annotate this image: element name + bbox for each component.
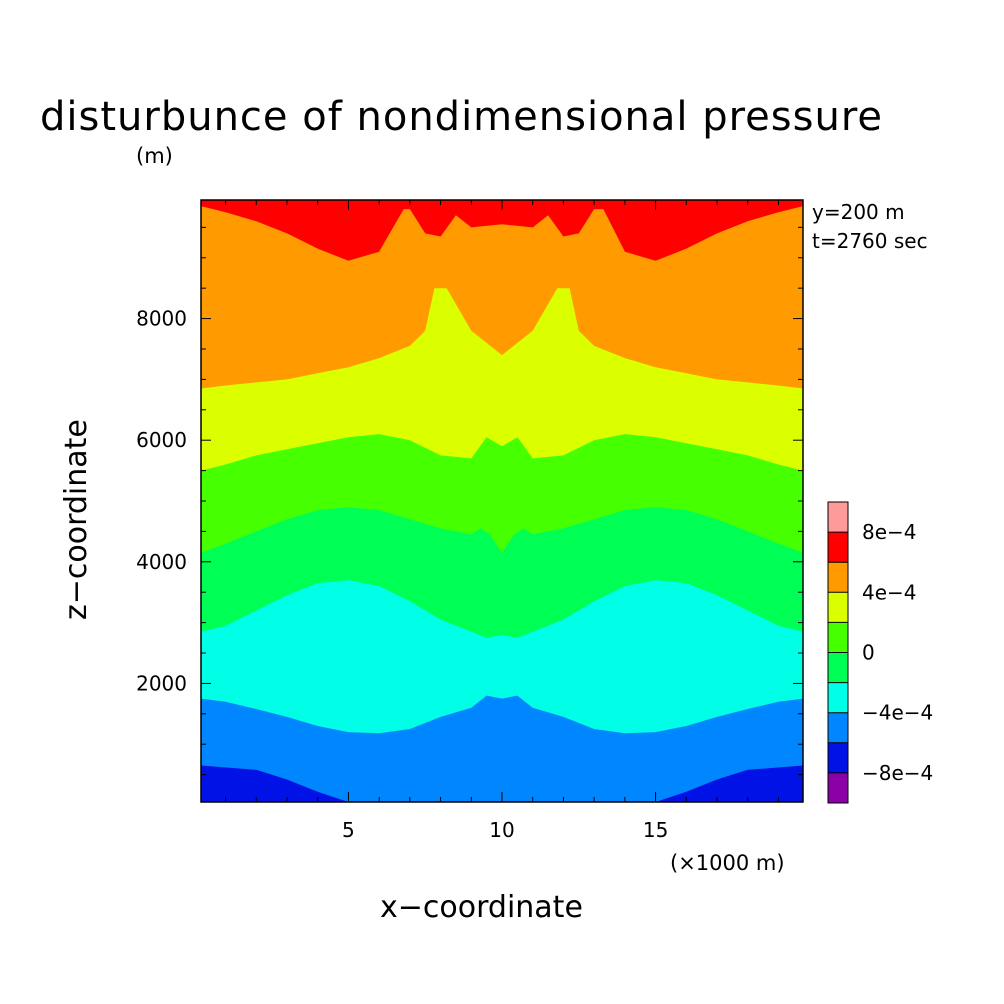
colorbar-tick-label: 0 [862, 641, 875, 665]
y-tick-label: 4000 [136, 550, 187, 574]
y-axis-unit: (m) [136, 144, 173, 168]
contour-band-7 [201, 200, 803, 261]
y-tick-label: 6000 [136, 428, 187, 452]
x-tick-label: 15 [643, 818, 668, 842]
x-tick-label: 10 [489, 818, 514, 842]
x-axis-label: x−coordinate [380, 890, 583, 925]
colorbar-tick-label: 8e−4 [862, 520, 917, 544]
annotation-time: t=2760 sec [812, 229, 928, 253]
y-tick-label: 2000 [136, 671, 187, 695]
colorbar-swatch [828, 622, 848, 653]
colorbar-swatch [828, 592, 848, 623]
x-axis-unit: (×1000 m) [670, 851, 785, 875]
colorbar-swatch [828, 682, 848, 713]
y-tick-label: 8000 [136, 307, 187, 331]
chart-title: disturbunce of nondimensional pressure [40, 94, 883, 140]
colorbar-swatch [828, 532, 848, 563]
colorbar-swatch [828, 652, 848, 683]
colorbar-swatch [828, 562, 848, 593]
colorbar-swatch [828, 712, 848, 743]
colorbar-tick-label: −8e−4 [862, 761, 933, 785]
colorbar-tick-label: 4e−4 [862, 580, 917, 604]
x-tick-label: 5 [342, 818, 355, 842]
colorbar-swatch [828, 772, 848, 803]
colorbar-swatch [828, 502, 848, 533]
colorbar-swatch [828, 742, 848, 773]
annotation-y-position: y=200 m [812, 200, 905, 224]
colorbar-tick-label: −4e−4 [862, 701, 933, 725]
